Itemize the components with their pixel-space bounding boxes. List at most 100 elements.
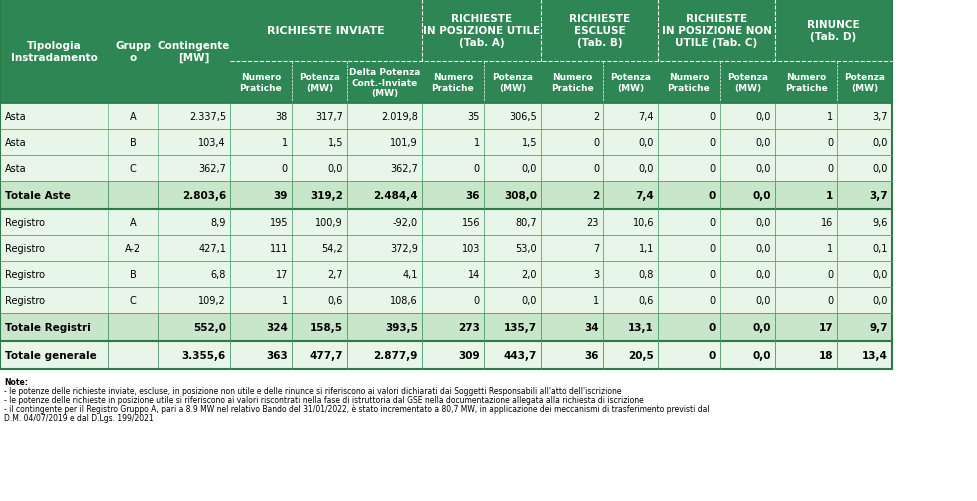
Text: 100,9: 100,9 (315, 217, 343, 227)
Bar (292, 341, 347, 369)
Bar (0, 0, 107, 104)
Text: 317,7: 317,7 (315, 112, 343, 122)
Bar (421, 182, 484, 209)
Text: - le potenze delle richieste inviate, escluse, in posizione non utile e delle ri: - le potenze delle richieste inviate, es… (4, 386, 620, 395)
Text: 38: 38 (276, 112, 287, 122)
Bar (230, 0, 421, 62)
Bar (540, 104, 603, 130)
Text: 0: 0 (826, 296, 832, 306)
Text: 135,7: 135,7 (503, 322, 536, 332)
Text: 0,0: 0,0 (751, 322, 770, 332)
Bar (719, 156, 774, 182)
Bar (774, 104, 836, 130)
Bar (158, 235, 230, 262)
Text: 0: 0 (826, 164, 832, 174)
Bar (484, 341, 540, 369)
Bar (484, 156, 540, 182)
Text: 54,2: 54,2 (320, 243, 343, 254)
Bar (421, 341, 484, 369)
Text: 0: 0 (709, 112, 715, 122)
Text: 35: 35 (467, 112, 480, 122)
Bar (230, 262, 292, 288)
Text: RICHIESTE INVIATE: RICHIESTE INVIATE (267, 26, 385, 36)
Bar (107, 104, 158, 130)
Text: RICHIESTE
IN POSIZIONE UTILE
(Tab. A): RICHIESTE IN POSIZIONE UTILE (Tab. A) (422, 15, 539, 48)
Text: C: C (130, 296, 136, 306)
Bar (603, 235, 658, 262)
Text: Tipologia
Instradamento: Tipologia Instradamento (11, 41, 98, 63)
Bar (292, 313, 347, 341)
Text: Delta Potenza
Cont.-Inviate
(MW): Delta Potenza Cont.-Inviate (MW) (349, 68, 420, 98)
Text: B: B (130, 270, 136, 280)
Text: 0,0: 0,0 (638, 138, 654, 148)
Text: 13,1: 13,1 (627, 322, 654, 332)
Bar (774, 130, 836, 156)
Bar (230, 156, 292, 182)
Text: -92,0: -92,0 (393, 217, 417, 227)
Bar (658, 262, 719, 288)
Bar (347, 104, 421, 130)
Bar (658, 235, 719, 262)
Bar (421, 313, 484, 341)
Text: 108,6: 108,6 (390, 296, 417, 306)
Text: 1: 1 (474, 138, 480, 148)
Text: 319,2: 319,2 (310, 190, 343, 200)
Text: 362,7: 362,7 (198, 164, 226, 174)
Text: 0: 0 (709, 270, 715, 280)
Text: 14: 14 (467, 270, 480, 280)
Text: Numero
Pratiche: Numero Pratiche (431, 73, 474, 93)
Text: Potenza
(MW): Potenza (MW) (299, 73, 340, 93)
Text: 2.337,5: 2.337,5 (189, 112, 226, 122)
Bar (421, 235, 484, 262)
Text: 552,0: 552,0 (192, 322, 226, 332)
Text: 0: 0 (709, 296, 715, 306)
Text: A: A (130, 217, 136, 227)
Text: 36: 36 (465, 190, 480, 200)
Bar (347, 182, 421, 209)
Text: 0: 0 (709, 138, 715, 148)
Bar (774, 262, 836, 288)
Bar (421, 288, 484, 313)
Text: 0: 0 (708, 350, 715, 360)
Bar (836, 156, 891, 182)
Bar (107, 341, 158, 369)
Bar (158, 313, 230, 341)
Text: 2,7: 2,7 (327, 270, 343, 280)
Bar (658, 130, 719, 156)
Bar (719, 341, 774, 369)
Bar (292, 235, 347, 262)
Text: 109,2: 109,2 (198, 296, 226, 306)
Bar (158, 130, 230, 156)
Bar (540, 313, 603, 341)
Text: 0: 0 (592, 164, 598, 174)
Bar (719, 104, 774, 130)
Bar (603, 156, 658, 182)
Bar (658, 156, 719, 182)
Bar (484, 209, 540, 235)
Text: Numero
Pratiche: Numero Pratiche (239, 73, 282, 93)
Bar (421, 209, 484, 235)
Text: 18: 18 (818, 350, 832, 360)
Bar (107, 262, 158, 288)
Bar (836, 182, 891, 209)
Bar (484, 104, 540, 130)
Bar (107, 313, 158, 341)
Text: 7: 7 (592, 243, 598, 254)
Text: Numero
Pratiche: Numero Pratiche (784, 73, 827, 93)
Text: 9,7: 9,7 (869, 322, 887, 332)
Bar (540, 0, 658, 62)
Bar (107, 288, 158, 313)
Bar (230, 209, 292, 235)
Bar (107, 209, 158, 235)
Text: 0,0: 0,0 (521, 296, 536, 306)
Bar (658, 288, 719, 313)
Bar (347, 262, 421, 288)
Text: 1,5: 1,5 (327, 138, 343, 148)
Bar (540, 130, 603, 156)
Text: 0,6: 0,6 (638, 296, 654, 306)
Text: 0: 0 (708, 322, 715, 332)
Text: RINUNCE
(Tab. D): RINUNCE (Tab. D) (806, 20, 859, 42)
Text: 363: 363 (266, 350, 287, 360)
Bar (230, 313, 292, 341)
Text: 308,0: 308,0 (503, 190, 536, 200)
